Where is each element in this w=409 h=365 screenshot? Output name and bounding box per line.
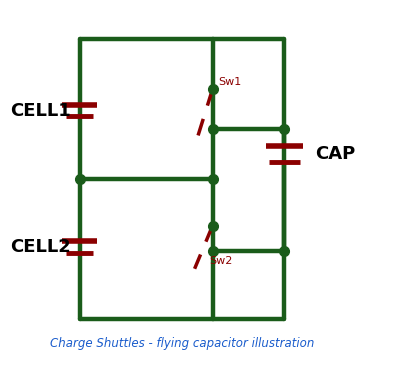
Text: Sw2: Sw2 — [209, 256, 232, 266]
Text: CELL2: CELL2 — [10, 238, 70, 256]
Text: Sw1: Sw1 — [218, 77, 240, 87]
Text: CAP: CAP — [314, 145, 355, 163]
Text: CELL1: CELL1 — [10, 101, 70, 120]
Text: Charge Shuttles - flying capacitor illustration: Charge Shuttles - flying capacitor illus… — [50, 337, 313, 350]
